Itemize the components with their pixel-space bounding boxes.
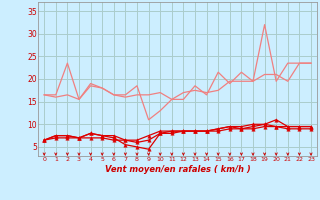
X-axis label: Vent moyen/en rafales ( km/h ): Vent moyen/en rafales ( km/h ) — [105, 165, 251, 174]
